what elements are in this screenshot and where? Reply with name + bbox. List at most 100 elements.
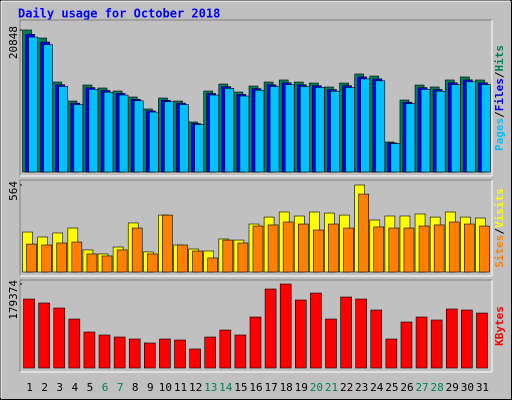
- bar: [375, 80, 386, 173]
- bar: [450, 84, 461, 173]
- bar: [299, 86, 310, 173]
- legend-entry: Files: [493, 78, 506, 111]
- bar: [204, 336, 217, 369]
- bar: [58, 86, 69, 173]
- bar: [162, 214, 173, 273]
- bar: [224, 88, 235, 173]
- x-tick-label: 8: [132, 381, 139, 394]
- legend-entry: Pages: [493, 118, 506, 151]
- bar: [388, 227, 400, 273]
- bar: [38, 302, 50, 369]
- bar: [313, 229, 324, 273]
- x-tick-label: 26: [400, 381, 413, 394]
- x-tick-label: 25: [385, 381, 398, 394]
- y-tick-label: 20848: [7, 26, 20, 59]
- legend-separator: /: [493, 228, 506, 235]
- bar: [405, 103, 416, 173]
- bar: [420, 89, 431, 173]
- bar: [476, 312, 488, 369]
- bar: [445, 308, 458, 369]
- bar: [222, 239, 234, 273]
- x-tick-label: 9: [147, 381, 154, 394]
- x-tick-label: 13: [204, 381, 217, 394]
- bar: [88, 89, 99, 173]
- bar: [294, 299, 307, 369]
- bar: [360, 78, 370, 173]
- legend-entry: Sites: [493, 235, 506, 268]
- bar: [26, 243, 37, 273]
- bar: [403, 227, 415, 273]
- bar: [315, 87, 325, 173]
- legend-entry: KBytes: [493, 306, 506, 346]
- x-tick-label: 4: [72, 381, 79, 394]
- x-tick-label: 20: [310, 381, 323, 394]
- legend: KBytes: [493, 306, 506, 346]
- x-tick-label: 28: [431, 381, 444, 394]
- bar: [149, 111, 159, 173]
- x-tick-label: 19: [295, 381, 308, 394]
- bar: [131, 227, 143, 273]
- bar: [370, 309, 383, 369]
- bar: [252, 225, 264, 273]
- bar: [267, 224, 279, 273]
- bar: [101, 255, 113, 273]
- bar: [237, 242, 249, 273]
- bar: [53, 307, 66, 369]
- bar: [23, 298, 35, 369]
- x-tick-label: 14: [219, 381, 233, 394]
- bar: [189, 348, 201, 369]
- chart-title: Daily usage for October 2018: [18, 7, 220, 21]
- x-tick-label: 1: [26, 381, 33, 394]
- bar: [41, 244, 52, 273]
- y-tick-label: 179374: [7, 280, 20, 320]
- bar: [464, 223, 475, 273]
- bar: [209, 94, 220, 173]
- bar: [418, 225, 430, 273]
- bar: [68, 318, 81, 369]
- bar: [430, 319, 443, 369]
- bar: [73, 104, 84, 173]
- bar: [177, 244, 188, 273]
- bar: [164, 101, 174, 173]
- bar: [355, 298, 367, 369]
- bar: [269, 86, 280, 173]
- x-tick-label: 23: [355, 381, 368, 394]
- x-tick-label: 3: [56, 381, 63, 394]
- bar: [264, 288, 277, 369]
- x-tick-label: 16: [249, 381, 262, 394]
- x-tick-label: 12: [189, 381, 202, 394]
- bar: [373, 226, 385, 273]
- bar: [400, 321, 413, 369]
- x-tick-label: 21: [325, 381, 338, 394]
- x-tick-label: 2: [41, 381, 48, 394]
- bar: [219, 329, 232, 369]
- bar: [435, 90, 446, 173]
- x-tick-label: 15: [234, 381, 247, 394]
- bar: [448, 221, 460, 273]
- bar: [297, 223, 309, 273]
- bar: [466, 81, 476, 173]
- bar: [192, 250, 203, 273]
- bar: [116, 249, 128, 273]
- bar: [234, 334, 247, 369]
- bar: [43, 44, 53, 173]
- legend-separator: /: [493, 111, 506, 118]
- bar: [103, 91, 114, 173]
- legend-entry: Visits: [493, 188, 506, 228]
- bar: [128, 338, 141, 369]
- bar: [358, 193, 369, 273]
- bar: [179, 104, 189, 173]
- bar: [86, 253, 98, 273]
- bar: [113, 336, 126, 369]
- x-tick-label: 6: [102, 381, 109, 394]
- bar: [343, 227, 354, 273]
- bar: [479, 225, 490, 273]
- bar: [207, 257, 219, 273]
- x-tick-label: 22: [340, 381, 353, 394]
- bar: [390, 143, 401, 173]
- bar: [310, 292, 322, 369]
- bar: [328, 223, 339, 273]
- legend: Pages/Files/Hits: [493, 45, 506, 151]
- legend: Sites/Visits: [493, 188, 506, 268]
- x-tick-label: 5: [87, 381, 94, 394]
